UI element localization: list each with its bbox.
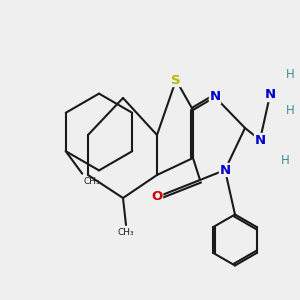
Text: CH₃: CH₃ [118, 228, 134, 237]
Text: S: S [171, 74, 181, 86]
Text: H: H [286, 68, 294, 82]
Text: N: N [219, 164, 231, 176]
Text: H: H [286, 103, 294, 116]
Text: N: N [264, 88, 276, 101]
Text: N: N [254, 134, 266, 146]
Text: N: N [209, 91, 220, 103]
Text: O: O [152, 190, 163, 203]
Text: H: H [280, 154, 290, 166]
Text: CH₃: CH₃ [84, 177, 100, 186]
